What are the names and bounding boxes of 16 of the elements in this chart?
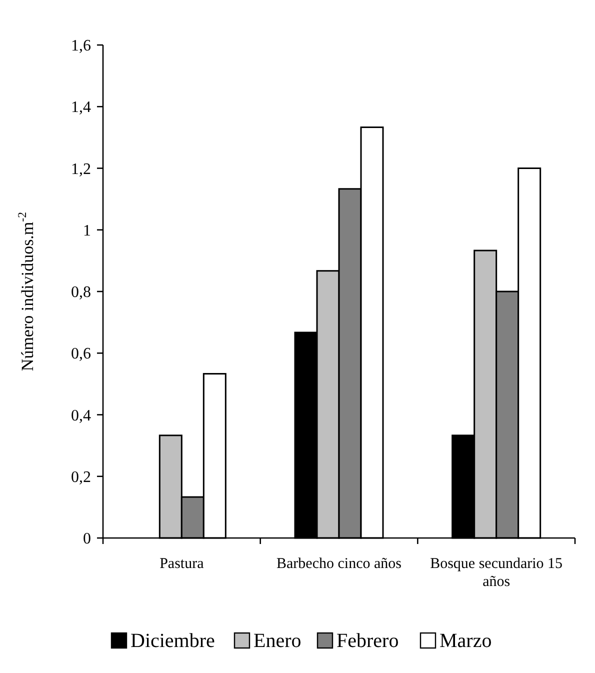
y-tick-label: 0,8 — [71, 284, 91, 302]
y-tick-label: 1,2 — [71, 160, 91, 178]
y-tick-label: 1 — [83, 222, 91, 240]
y-tick-label: 0 — [83, 530, 91, 548]
y-tick-label: 0,2 — [71, 468, 91, 486]
legend-label: Marzo — [440, 630, 492, 652]
x-tick-label: Pastura — [160, 556, 204, 572]
y-tick-label: 1,6 — [71, 38, 91, 55]
y-tick-label: 0,4 — [71, 407, 91, 424]
x-tick-label: Barbecho cinco años — [276, 556, 402, 572]
y-tick-label: 0,6 — [71, 346, 91, 363]
legend-label: Febrero — [336, 630, 399, 652]
legend-label: Enero — [254, 630, 302, 652]
legend-label: Diciembre — [130, 630, 216, 652]
x-tick-label: Bosque secundario 15 años — [430, 556, 563, 590]
y-tick-label: 1,4 — [71, 99, 91, 116]
